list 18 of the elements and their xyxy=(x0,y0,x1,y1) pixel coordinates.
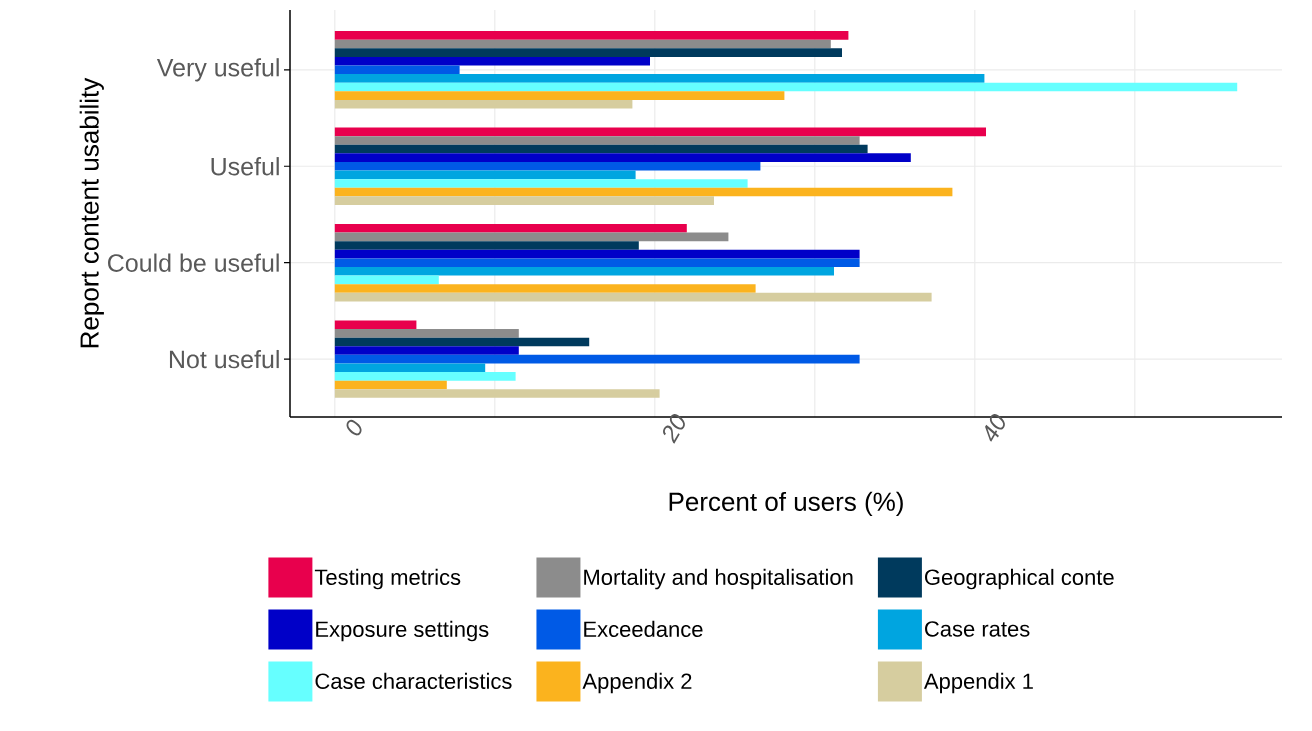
legend-label: Case rates xyxy=(925,621,1030,637)
y-axis-title: Report content usability xyxy=(79,77,104,348)
legend-label: Appendix 1 xyxy=(923,672,1033,694)
y-tick-label: Not useful xyxy=(169,349,279,369)
y-tick-label: Could be useful xyxy=(108,253,279,272)
x-tick-label: 0 xyxy=(346,419,362,436)
legend-label: Geographical conte xyxy=(925,568,1114,590)
legend-label: Appendix 2 xyxy=(582,672,692,694)
x-axis-title: Percent of users (%) xyxy=(669,491,903,517)
legend-label: Case characteristics xyxy=(315,672,512,690)
x-tick-label: 20 xyxy=(662,414,685,444)
legend-label: Exceedance xyxy=(584,620,703,638)
y-tick-label: Useful xyxy=(211,157,279,176)
x-tick-label: 40 xyxy=(985,414,1005,442)
legend-label: Exposure settings xyxy=(316,620,489,642)
legend-label: Mortality and hospitalisation xyxy=(584,568,853,590)
y-tick-label: Very useful xyxy=(156,58,279,82)
legend-label: Testing metrics xyxy=(314,568,461,590)
